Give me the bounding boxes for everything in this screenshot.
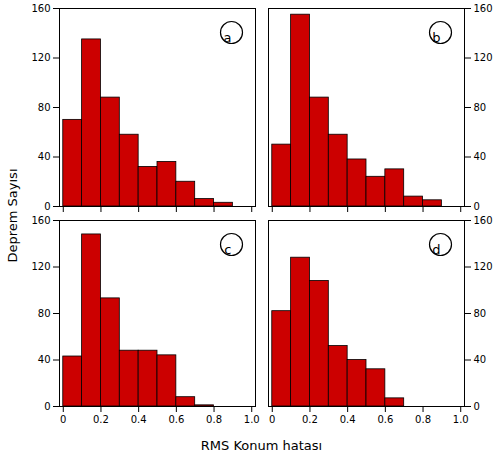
svg-text:160: 160 <box>31 216 50 226</box>
svg-text:120: 120 <box>31 261 50 272</box>
svg-text:0.4: 0.4 <box>340 414 356 425</box>
svg-text:0: 0 <box>474 201 480 212</box>
svg-text:40: 40 <box>38 151 51 162</box>
svg-text:120: 120 <box>31 52 50 63</box>
svg-text:120: 120 <box>474 52 493 63</box>
svg-text:0.6: 0.6 <box>168 414 184 425</box>
svg-text:0: 0 <box>474 401 480 412</box>
svg-text:160: 160 <box>31 3 50 14</box>
svg-text:40: 40 <box>474 151 487 162</box>
svg-text:0.4: 0.4 <box>131 414 147 425</box>
svg-text:0: 0 <box>44 401 50 412</box>
html-text:Deprem Sayısı: Deprem Sayısı <box>4 168 20 262</box>
svg-text:0.6: 0.6 <box>377 414 393 425</box>
svg-text:0.2: 0.2 <box>93 414 109 425</box>
svg-text:160: 160 <box>474 3 493 14</box>
svg-text:1.0: 1.0 <box>453 414 469 425</box>
svg-text:c: c <box>224 242 231 257</box>
svg-text:40: 40 <box>474 354 487 365</box>
svg-text:80: 80 <box>474 308 487 319</box>
svg-text:1.0: 1.0 <box>244 414 260 425</box>
svg-text:160: 160 <box>474 216 493 226</box>
svg-text:120: 120 <box>474 261 493 272</box>
svg-text:b: b <box>432 30 440 45</box>
svg-text:d: d <box>432 242 440 257</box>
svg-text:80: 80 <box>474 102 487 113</box>
svg-text:0.2: 0.2 <box>302 414 318 425</box>
svg-text:0: 0 <box>60 414 66 425</box>
svg-text:0: 0 <box>44 201 50 212</box>
svg-text:80: 80 <box>38 308 51 319</box>
svg-text:0.8: 0.8 <box>206 414 222 425</box>
svg-text:a: a <box>224 30 232 45</box>
svg-text:0.8: 0.8 <box>415 414 431 425</box>
html-text:RMS Konum hatası: RMS Konum hatası <box>200 437 323 453</box>
svg-text:80: 80 <box>38 102 51 113</box>
svg-text:40: 40 <box>38 354 51 365</box>
svg-text:0: 0 <box>269 414 275 425</box>
